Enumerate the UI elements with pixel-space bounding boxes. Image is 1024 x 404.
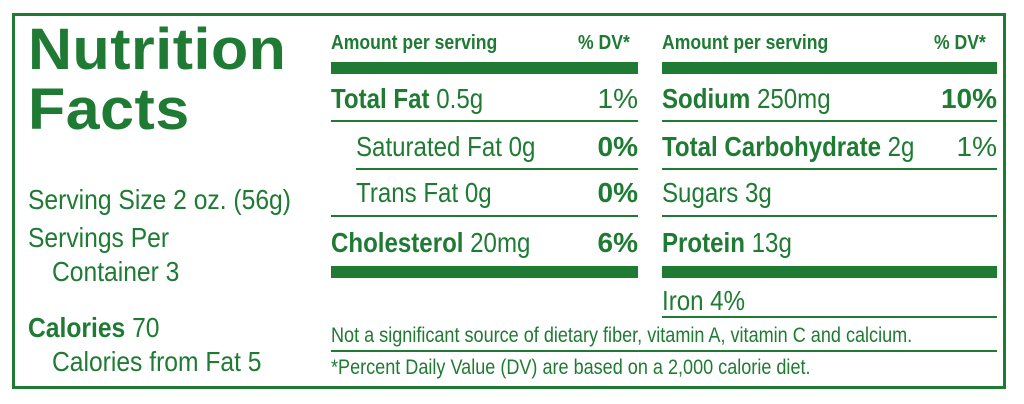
sodium-amount: 250mg: [756, 83, 831, 114]
left-header-dv: % DV*: [578, 32, 630, 54]
footnote-divider: [331, 350, 997, 352]
calories-label: Calories: [28, 312, 126, 343]
left-row-saturated-fat: Saturated Fat 0g: [356, 131, 536, 162]
protein-label: Protein: [662, 227, 745, 258]
cholesterol-dv: 6%: [597, 227, 638, 258]
left-row-cholesterol: Cholesterol 20mg: [331, 226, 530, 260]
cholesterol-amount: 20mg: [470, 227, 531, 258]
total-fat-dv: 1%: [597, 83, 638, 114]
right-row-total-carbohydrate: Total Carbohydrate 2g: [662, 130, 914, 164]
total-carbohydrate-amount: 2g: [887, 131, 915, 162]
right-header-amount: Amount per serving: [662, 32, 829, 54]
left-divider: [331, 120, 638, 122]
right-row-sugars: Sugars 3g: [662, 177, 772, 208]
right-divider: [662, 168, 997, 170]
label-title: Nutrition Facts: [28, 20, 286, 140]
right-row-iron: Iron 4%: [662, 285, 745, 316]
left-row-total-fat: Total Fat 0.5g: [331, 82, 483, 116]
servings-per-line1: Servings Per: [28, 222, 170, 253]
title-line-1: Nutrition: [28, 17, 287, 82]
serving-size: Serving Size 2 oz. (56g): [28, 184, 291, 215]
protein-amount: 13g: [751, 227, 792, 258]
sodium-label: Sodium: [662, 83, 751, 114]
right-row-protein: Protein 13g: [662, 226, 792, 260]
calories-value: 70: [132, 312, 160, 343]
left-divider: [356, 168, 638, 170]
nutrition-label-panel: [12, 13, 1006, 389]
total-fat-amount: 0.5g: [436, 83, 484, 114]
sodium-dv: 10%: [940, 83, 997, 114]
total-carbohydrate-dv: 1%: [956, 131, 997, 162]
right-header-bar: [662, 62, 997, 74]
footnote-not-significant: Not a significant source of dietary fibe…: [331, 324, 913, 347]
trans-fat-dv: 0%: [597, 177, 638, 208]
footnote-daily-value: *Percent Daily Value (DV) are based on a…: [331, 356, 811, 379]
left-header-amount: Amount per serving: [331, 32, 498, 54]
total-fat-label: Total Fat: [331, 83, 430, 114]
right-divider: [662, 215, 997, 217]
calories-from-fat: Calories from Fat 5: [52, 346, 262, 377]
left-header-bar: [331, 62, 638, 74]
right-header-dv: % DV*: [934, 32, 986, 54]
right-divider: [662, 120, 997, 122]
right-row-sodium: Sodium 250mg: [662, 82, 831, 116]
servings-per-line2: Container 3: [52, 256, 180, 287]
total-carbohydrate-label: Total Carbohydrate: [662, 131, 881, 162]
left-row-trans-fat: Trans Fat 0g: [356, 177, 492, 208]
left-divider: [331, 215, 638, 217]
calories-line: Calories 70: [28, 312, 160, 344]
saturated-fat-dv: 0%: [597, 131, 638, 162]
title-line-2: Facts: [28, 77, 190, 142]
right-divider: [662, 316, 997, 318]
right-bottom-bar: [662, 266, 997, 278]
left-bottom-bar: [331, 266, 638, 278]
cholesterol-label: Cholesterol: [331, 227, 464, 258]
